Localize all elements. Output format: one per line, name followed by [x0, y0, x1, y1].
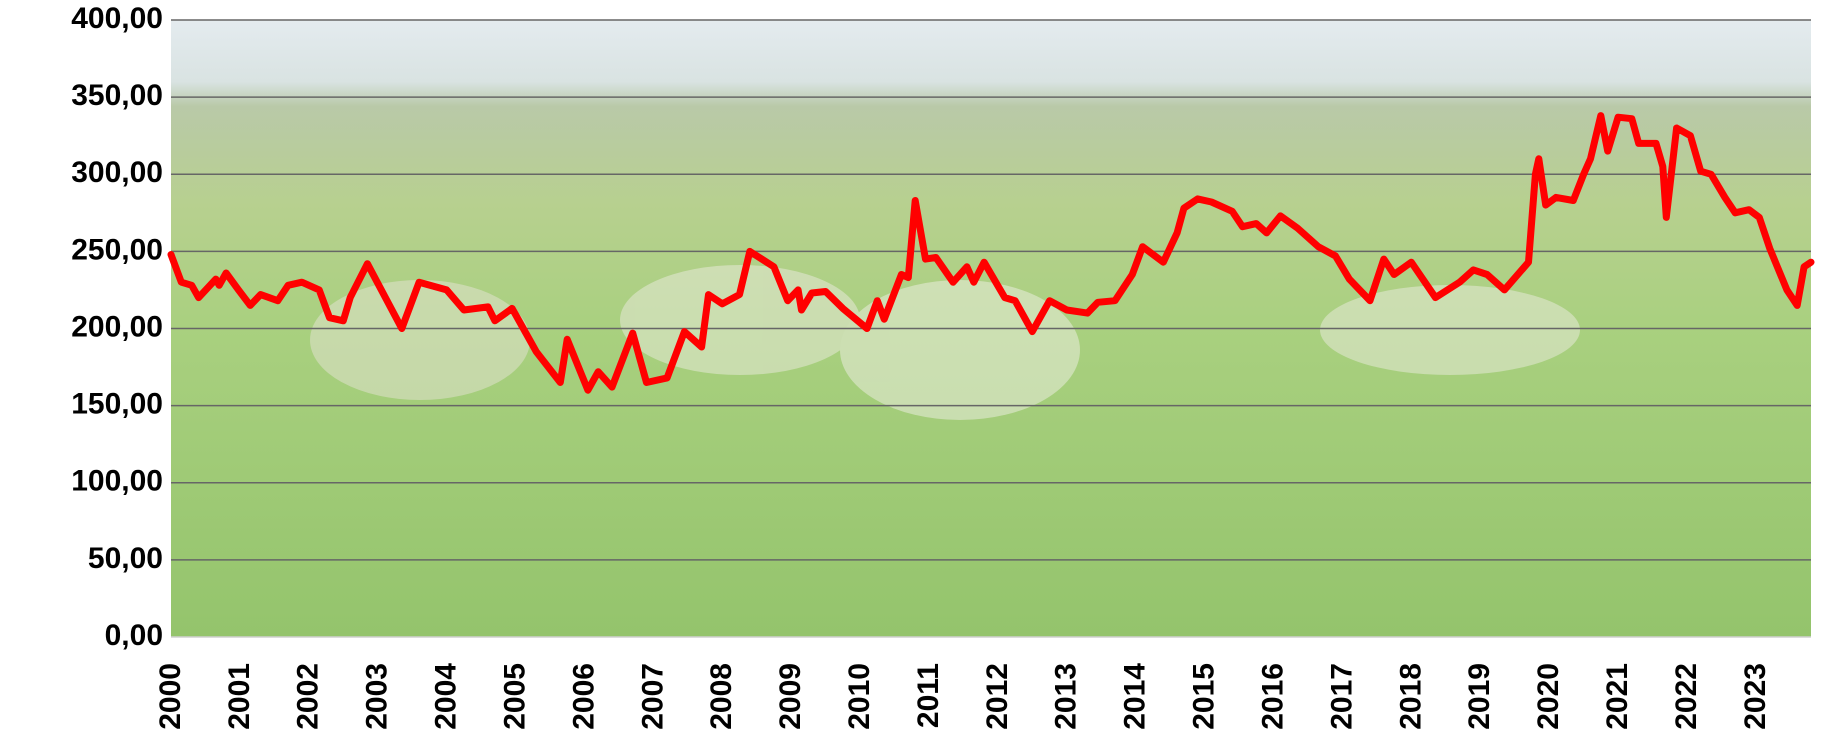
y-tick-label: 400,00 [71, 2, 163, 35]
data-line [167, 112, 1815, 394]
x-tick-label: 2021 [1601, 663, 1634, 730]
y-tick-label: 200,00 [71, 310, 163, 343]
x-tick-label: 2020 [1532, 663, 1565, 730]
y-tick-label: 0,00 [105, 619, 163, 652]
x-tick-label: 2012 [981, 663, 1014, 730]
x-tick-label: 2010 [843, 663, 876, 730]
x-tick-label: 2015 [1188, 663, 1221, 730]
x-tick-label: 2023 [1739, 663, 1772, 730]
x-tick-label: 2005 [498, 663, 531, 730]
x-tick-label: 2018 [1394, 663, 1427, 730]
y-tick-label: 350,00 [71, 79, 163, 112]
x-tick-label: 2019 [1463, 663, 1496, 730]
x-tick-label: 2006 [567, 663, 600, 730]
y-tick-label: 250,00 [71, 233, 163, 266]
x-tick-label: 2016 [1256, 663, 1289, 730]
y-tick-label: 300,00 [71, 156, 163, 189]
x-tick-label: 2017 [1325, 663, 1358, 730]
y-tick-label: 100,00 [71, 465, 163, 498]
x-tick-label: 2014 [1119, 663, 1152, 730]
x-tick-label: 2022 [1670, 663, 1703, 730]
x-tick-label: 2008 [705, 663, 738, 730]
x-tick-label: 2003 [361, 663, 394, 730]
x-tick-label: 2004 [430, 663, 463, 730]
x-tick-label: 2001 [223, 663, 256, 730]
y-tick-label: 50,00 [88, 542, 163, 575]
x-tick-label: 2013 [1050, 663, 1083, 730]
x-tick-label: 2000 [154, 663, 187, 730]
y-tick-label: 150,00 [71, 388, 163, 421]
x-tick-label: 2002 [292, 663, 325, 730]
x-tick-label: 2009 [774, 663, 807, 730]
x-tick-label: 2011 [912, 663, 945, 728]
x-tick-label: 2007 [636, 663, 669, 730]
